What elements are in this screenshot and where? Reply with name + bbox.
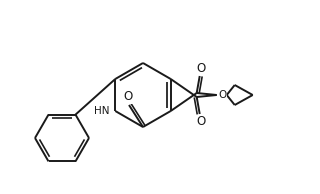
- Text: O: O: [196, 61, 205, 74]
- Text: HN: HN: [94, 106, 109, 116]
- Text: O: O: [219, 90, 227, 100]
- Text: O: O: [219, 90, 227, 100]
- Text: O: O: [124, 90, 132, 104]
- Text: O: O: [196, 115, 205, 128]
